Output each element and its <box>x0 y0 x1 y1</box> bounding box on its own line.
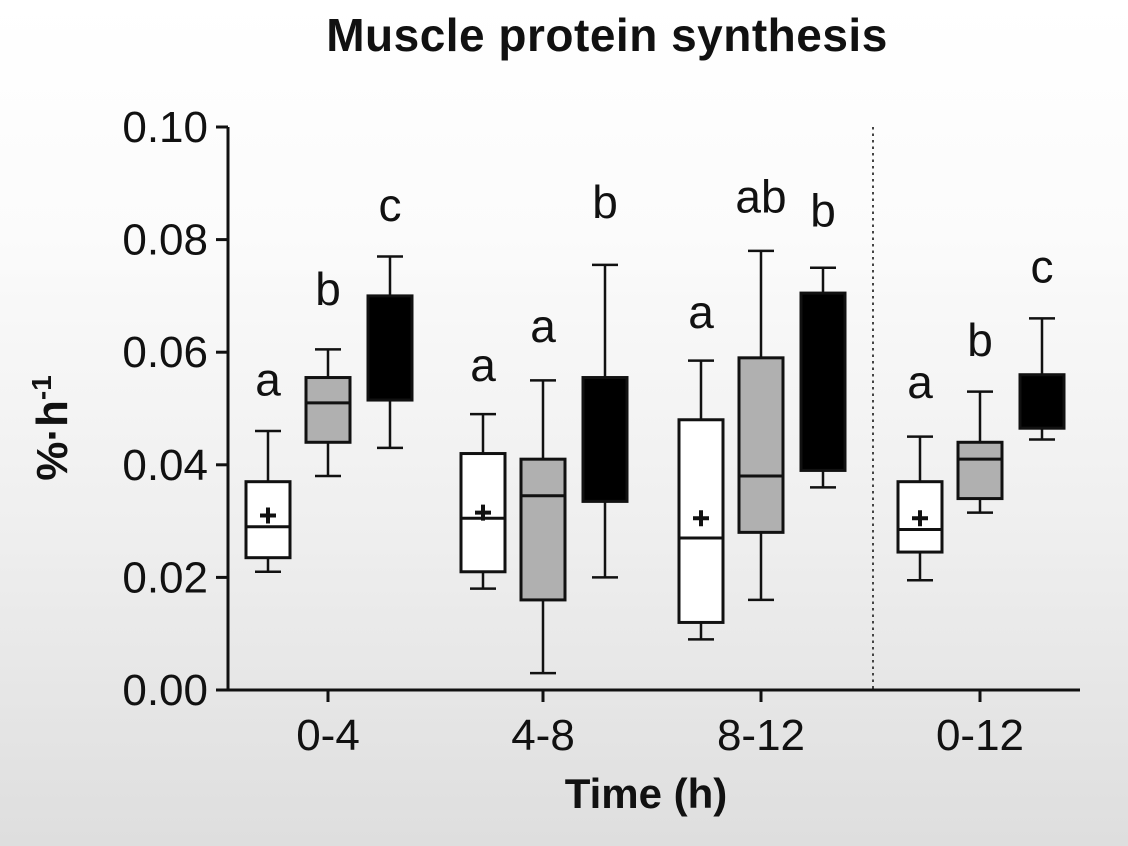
box-grey-0-4-significance-label: b <box>315 263 341 315</box>
y-tick-label: 0.04 <box>122 441 208 490</box>
box-white-0-4-rect <box>244 480 292 560</box>
box-grey-0-4-rect <box>304 376 352 444</box>
box-grey-8-12-rect <box>737 356 785 534</box>
y-tick-label: 0.02 <box>122 553 208 602</box>
box-black-0-4-rect <box>366 294 414 402</box>
x-tick-label: 0-4 <box>296 711 360 760</box>
x-axis-title: Time (h) <box>564 770 728 817</box>
y-axis-title-superscript: -1 <box>26 375 58 401</box>
y-tick-label: 0.10 <box>122 103 208 152</box>
box-white-0-12-mean-marker <box>912 510 928 527</box>
box-black-0-4-significance-label: c <box>379 179 402 231</box>
box-black-8-12-significance-label: b <box>810 184 836 236</box>
box-grey-0-12-rect <box>956 440 1004 501</box>
box-white-0-4-mean-marker <box>260 507 276 524</box>
box-white-0-12-significance-label: a <box>907 356 933 408</box>
box-black-0-12-rect <box>1018 373 1066 430</box>
y-tick-label: 0.06 <box>122 328 208 377</box>
box-grey-4-8-rect <box>519 457 567 602</box>
box-grey-8-12-significance-label: ab <box>735 170 786 222</box>
x-tick-label: 0-12 <box>936 711 1024 760</box>
box-black-4-8-significance-label: b <box>592 176 618 228</box>
y-tick-label: 0.00 <box>122 666 208 715</box>
y-tick-label: 0.08 <box>122 216 208 265</box>
box-grey-4-8-significance-label: a <box>530 300 556 352</box>
box-grey-0-12-significance-label: b <box>967 314 993 366</box>
box-white-4-8-significance-label: a <box>470 339 496 391</box>
box-black-8-12-rect <box>799 291 847 472</box>
box-white-8-12-significance-label: a <box>688 286 714 338</box>
x-tick-label: 8-12 <box>717 711 805 760</box>
box-white-0-4-significance-label: a <box>255 353 281 405</box>
y-axis-title: %·h-1 <box>26 375 78 481</box>
chart-title: Muscle protein synthesis <box>326 9 888 61</box>
box-white-4-8-mean-marker <box>475 504 491 521</box>
x-tick-label: 4-8 <box>511 711 575 760</box>
y-axis-title-base: %·h <box>27 400 77 481</box>
box-black-0-12-significance-label: c <box>1031 241 1054 293</box>
box-black-4-8-rect <box>581 376 629 503</box>
box-white-8-12-mean-marker <box>693 510 709 527</box>
